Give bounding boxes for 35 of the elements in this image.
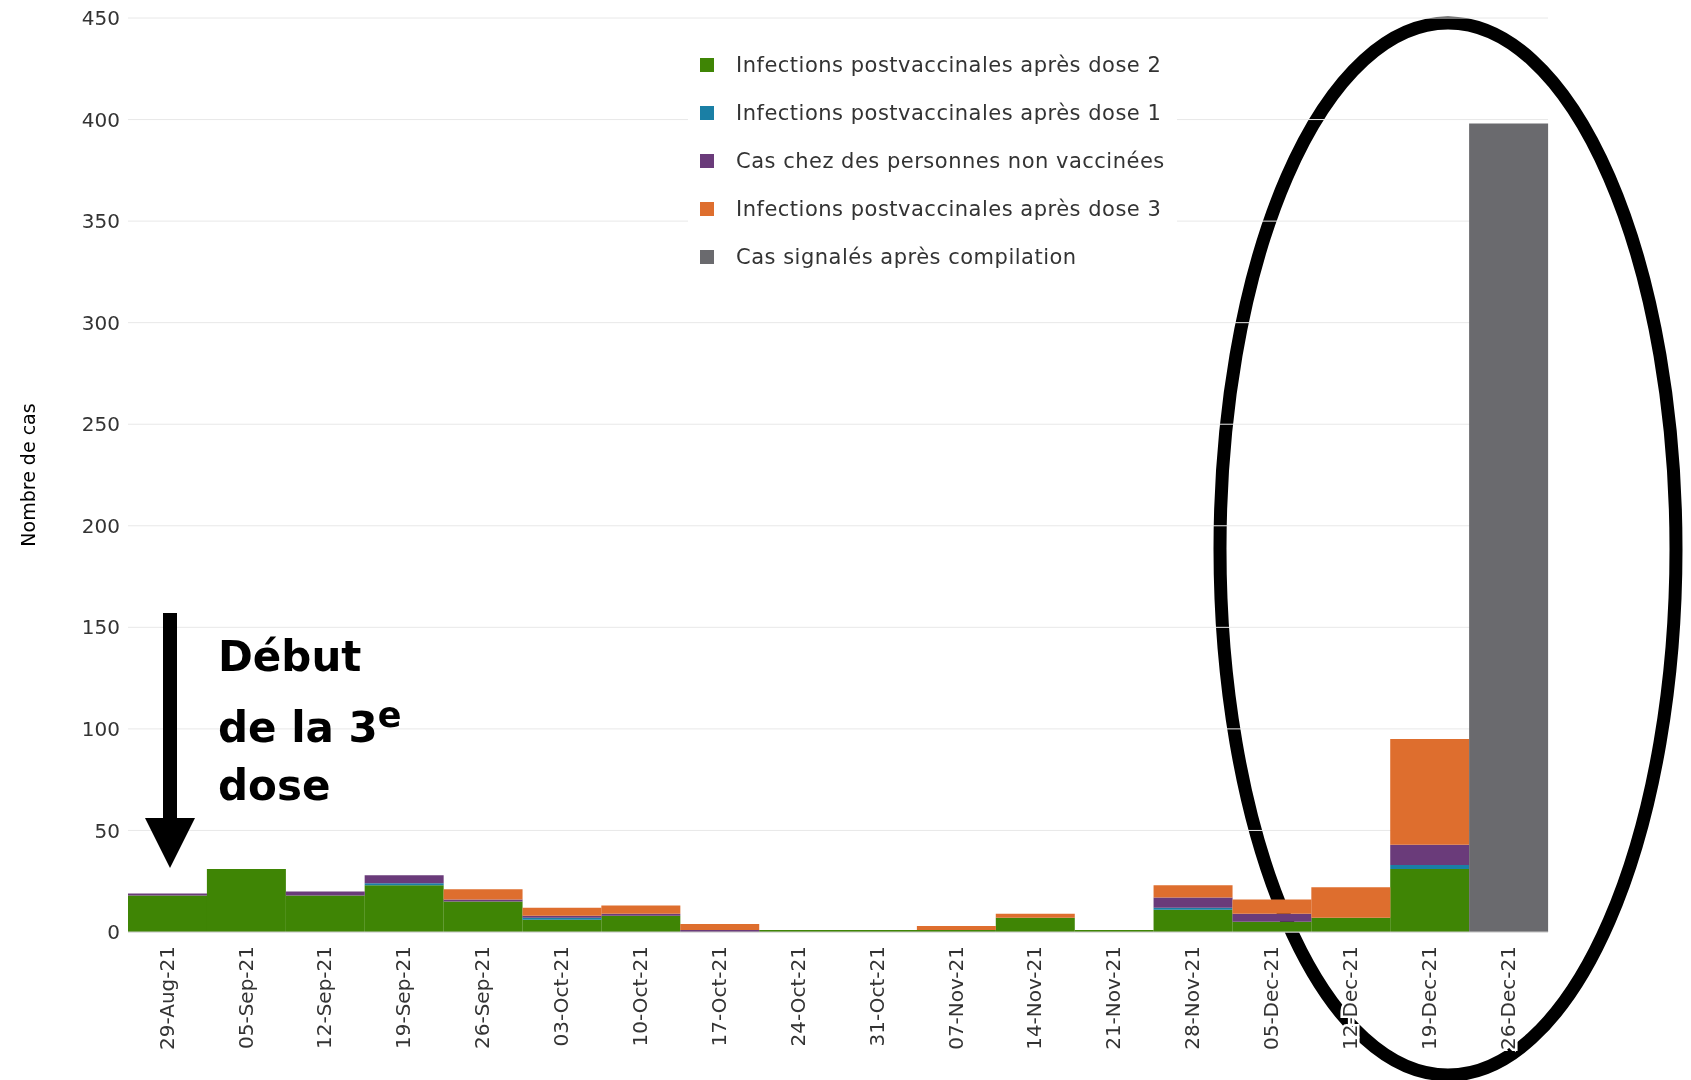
y-tick-label: 50 [94,818,120,843]
x-tick-label: 19-Sep-21 [391,946,416,1050]
x-tick-label: 05-Sep-21 [233,946,258,1050]
legend-label: Cas signalés après compilation [736,245,1077,269]
x-tick-label: 19-Dec-21 [1416,946,1441,1051]
legend-label: Infections postvaccinales après dose 2 [736,53,1162,77]
x-tick-label: 14-Nov-21 [1022,946,1047,1050]
x-tick-label: 12-Sep-21 [312,946,337,1050]
y-tick-label: 0 [107,920,120,945]
y-tick-label: 200 [81,513,120,538]
x-tick-label: 12-Dec-21 [1337,946,1362,1051]
y-tick-label: 150 [81,615,120,640]
x-tick-label: 28-Nov-21 [1180,946,1205,1050]
x-tick-label: 10-Oct-21 [627,946,652,1047]
x-tick-label: 07-Nov-21 [943,946,968,1050]
x-tick-label: 26-Dec-21 [1495,946,1520,1051]
x-tick-label: 21-Nov-21 [1101,946,1126,1050]
x-tick-label: 03-Oct-21 [549,946,574,1047]
y-tick-label: 300 [81,310,120,335]
y-tick-label: 250 [81,412,120,437]
y-axis-title: Nombre de cas [16,403,39,547]
y-tick-label: 400 [81,107,120,132]
y-tick-label: 100 [81,716,120,741]
y-tick-label: 450 [81,6,120,31]
x-tick-label: 24-Oct-21 [785,946,810,1047]
legend-label: Cas chez des personnes non vaccinées [736,149,1165,173]
x-tick-label: 29-Aug-21 [154,946,179,1050]
y-tick-label: 350 [81,209,120,234]
x-tick-label: 31-Oct-21 [864,946,889,1047]
x-tick-label: 17-Oct-21 [706,946,731,1047]
text: Début de la 3$^{e}$ dose [218,632,402,810]
legend-label: Infections postvaccinales après dose 1 [736,101,1162,125]
x-tick-label: 26-Sep-21 [470,946,495,1050]
x-tick-label: 05-Dec-21 [1259,946,1284,1051]
legend-label: Infections postvaccinales après dose 3 [736,197,1162,221]
